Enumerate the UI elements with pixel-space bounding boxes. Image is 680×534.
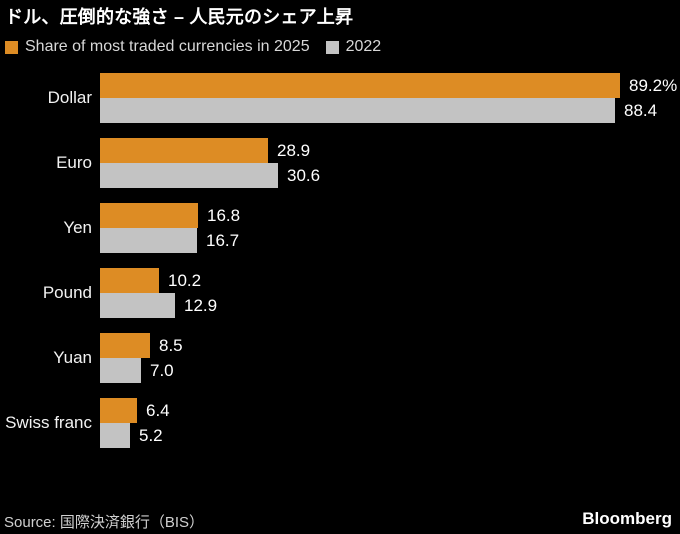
category-label: Swiss franc xyxy=(5,413,92,432)
value-label-2025: 8.5 xyxy=(159,336,183,355)
legend: Share of most traded currencies in 2025 … xyxy=(5,38,381,56)
value-label-2025: 28.9 xyxy=(277,141,311,160)
value-label-2022: 12.9 xyxy=(184,296,218,315)
legend-swatch-2025-icon xyxy=(5,40,18,54)
bar-chart: Dollar 89.2% 88.4 Euro 28.9 30.6 Yen 16.8 16.7 Po… xyxy=(0,60,680,460)
value-label-2022: 7.0 xyxy=(150,361,174,380)
category-label: Pound xyxy=(42,283,92,302)
value-label-2025: 16.8 xyxy=(207,206,241,225)
category-label: Dollar xyxy=(47,88,92,107)
value-label-2025: 10.2 xyxy=(168,271,202,290)
chart-row-dollar: Dollar 89.2% 88.4 xyxy=(0,73,680,123)
chart-row-pound: Pound 10.2 12.9 xyxy=(0,268,680,318)
chart-row-yen: Yen 16.8 16.7 xyxy=(0,203,680,253)
value-label-2022: 88.4 xyxy=(624,101,658,120)
bar-2022 xyxy=(100,293,175,318)
bar-2022 xyxy=(100,358,141,383)
chart-row-yuan: Yuan 8.5 7.0 xyxy=(0,333,680,383)
bar-2025 xyxy=(100,203,198,228)
bar-2022 xyxy=(100,228,197,253)
source-note: Source: 国際決済銀行（BIS） xyxy=(4,514,205,531)
bar-2025 xyxy=(100,268,159,293)
bar-2025 xyxy=(100,138,268,163)
category-label: Yen xyxy=(63,218,92,237)
legend-label-2022: 2022 xyxy=(345,38,382,55)
bar-2022 xyxy=(100,98,615,123)
value-label-2025: 89.2% xyxy=(629,76,678,95)
legend-item-2022: 2022 xyxy=(325,38,382,56)
bloomberg-logo: Bloomberg xyxy=(582,509,672,528)
bar-2022 xyxy=(100,163,278,188)
value-label-2025: 6.4 xyxy=(146,401,170,420)
bar-2022 xyxy=(100,423,130,448)
legend-swatch-2022-icon xyxy=(325,40,339,54)
chart-row-euro: Euro 28.9 30.6 xyxy=(0,138,680,188)
legend-label-2025: Share of most traded currencies in 2025 xyxy=(25,38,310,55)
value-label-2022: 30.6 xyxy=(287,166,321,185)
bar-2025 xyxy=(100,333,150,358)
category-label: Euro xyxy=(56,153,92,172)
category-label: Yuan xyxy=(53,348,92,367)
value-label-2022: 16.7 xyxy=(206,231,240,250)
chart-row-swiss-franc: Swiss franc 6.4 5.2 xyxy=(0,398,680,448)
legend-item-2025: Share of most traded currencies in 2025 xyxy=(5,38,310,56)
value-label-2022: 5.2 xyxy=(139,426,163,445)
bar-2025 xyxy=(100,73,620,98)
chart-title: ドル、圧倒的な強さ – 人民元のシェア上昇 xyxy=(5,7,354,27)
bar-2025 xyxy=(100,398,137,423)
